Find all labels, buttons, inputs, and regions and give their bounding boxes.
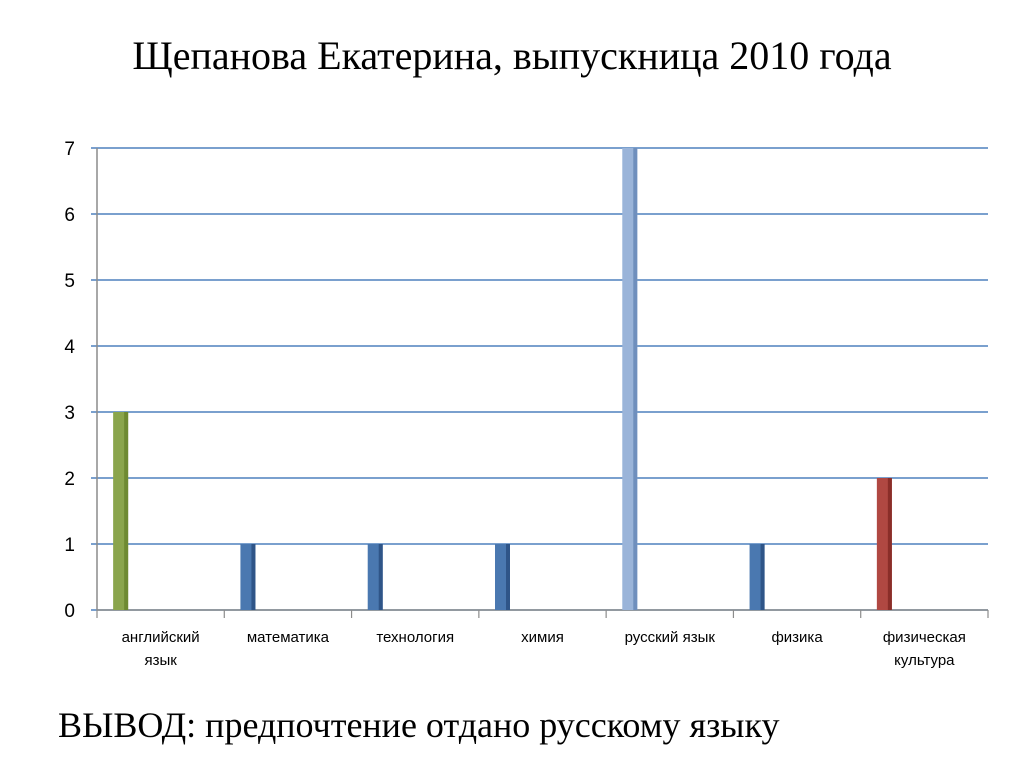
bar-4-side <box>633 148 638 610</box>
y-tick-label-4: 4 <box>64 337 75 358</box>
conclusion-text: ВЫВОД: предпочтение отдано русскому язык… <box>58 705 780 745</box>
x-category-label-2: технология <box>376 629 454 646</box>
y-tick-label-0: 0 <box>64 601 75 622</box>
x-category-label-3: химия <box>521 629 564 646</box>
bar-5-side <box>760 544 765 610</box>
bar-6-side <box>887 478 892 610</box>
x-category-label-6-line2: культура <box>894 652 955 669</box>
x-category-label-5: физика <box>771 629 823 646</box>
slide-title: Щепанова Екатерина, выпускница 2010 года <box>132 33 892 78</box>
x-category-label-0-line2: язык <box>144 652 177 669</box>
x-category-label-1: математика <box>247 629 330 646</box>
y-tick-label-1: 1 <box>64 535 75 556</box>
x-category-label-0: английский <box>122 629 200 646</box>
y-tick-label-6: 6 <box>64 205 75 226</box>
bar-0-side <box>124 412 129 610</box>
bar-3-side <box>506 544 510 610</box>
bar-2-side <box>378 544 383 610</box>
y-tick-label-5: 5 <box>64 271 75 292</box>
y-tick-label-3: 3 <box>64 403 75 424</box>
x-category-label-4: русский язык <box>625 629 716 646</box>
x-category-label-6: физическая <box>883 629 966 646</box>
y-tick-label-2: 2 <box>64 469 75 490</box>
bar-1-side <box>251 544 256 610</box>
y-tick-label-7: 7 <box>64 139 75 160</box>
